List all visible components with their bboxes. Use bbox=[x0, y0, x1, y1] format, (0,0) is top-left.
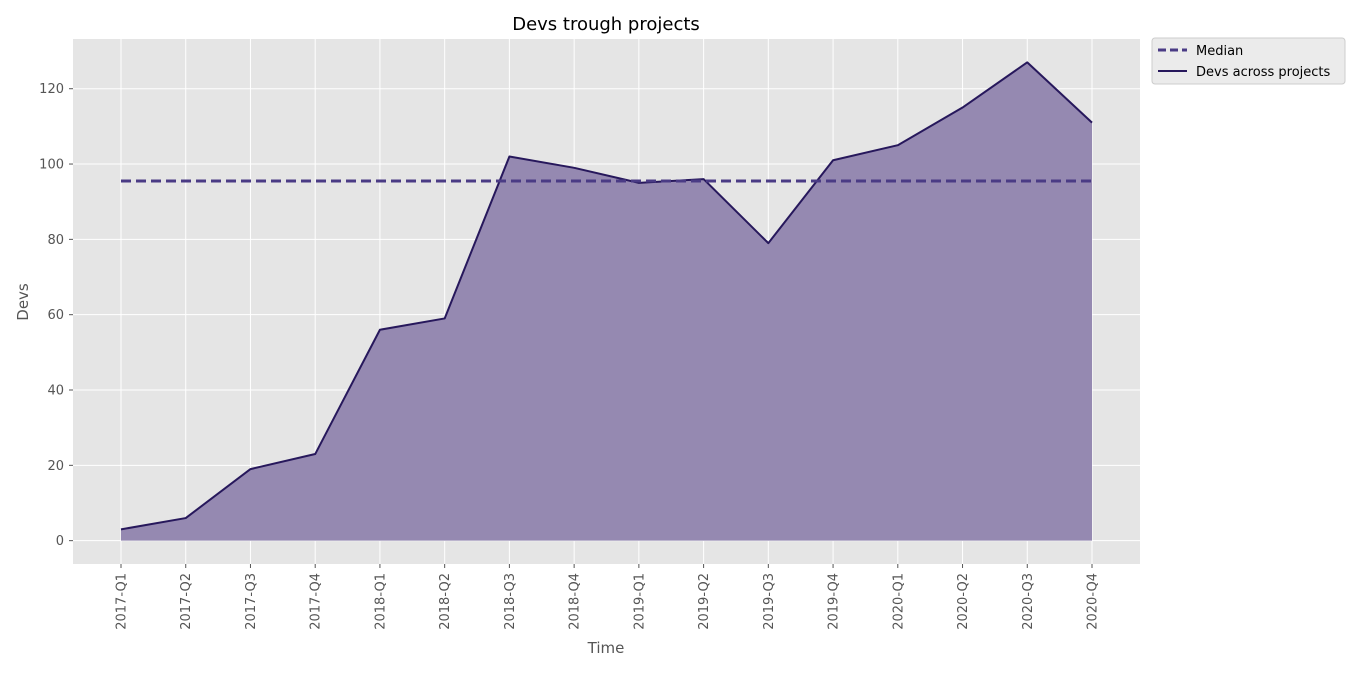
x-tick-labels: 2017-Q1 2017-Q2 2017-Q3 2017-Q4 2018-Q1 2018-… bbox=[115, 564, 1101, 630]
chart-title: Devs trough projects bbox=[512, 14, 700, 35]
x-tick-label: 2019-Q3 bbox=[762, 573, 777, 630]
y-tick-label: 120 bbox=[39, 82, 64, 97]
y-tick-label: 0 bbox=[56, 534, 64, 549]
y-tick-label: 80 bbox=[47, 233, 64, 248]
x-tick-label: 2017-Q4 bbox=[309, 573, 324, 630]
x-tick-label: 2017-Q2 bbox=[179, 573, 194, 630]
y-axis-title: Devs bbox=[14, 283, 32, 321]
x-tick-label: 2018-Q4 bbox=[568, 573, 583, 630]
x-tick-label: 2018-Q3 bbox=[503, 573, 518, 630]
x-tick-label: 2018-Q2 bbox=[438, 573, 453, 630]
x-tick-label: 2018-Q1 bbox=[373, 573, 388, 630]
y-tick-label: 40 bbox=[47, 384, 64, 399]
x-axis-title: Time bbox=[587, 639, 625, 657]
y-tick-label: 20 bbox=[47, 459, 64, 474]
x-tick-label: 2017-Q3 bbox=[244, 573, 259, 630]
y-tick-labels: 0 20 40 60 80 100 120 bbox=[39, 82, 73, 549]
x-tick-label: 2019-Q2 bbox=[697, 573, 712, 630]
legend-devs-label: Devs across projects bbox=[1196, 65, 1331, 80]
y-tick-label: 60 bbox=[47, 308, 64, 323]
x-tick-label: 2020-Q4 bbox=[1086, 573, 1101, 630]
y-tick-label: 100 bbox=[39, 158, 64, 173]
x-tick-label: 2020-Q3 bbox=[1021, 573, 1036, 630]
legend-median-label: Median bbox=[1196, 44, 1243, 59]
x-tick-label: 2020-Q1 bbox=[891, 573, 906, 630]
x-tick-label: 2019-Q1 bbox=[632, 573, 647, 630]
x-tick-label: 2017-Q1 bbox=[115, 573, 130, 630]
legend: Median Devs across projects bbox=[1152, 38, 1345, 84]
x-tick-label: 2019-Q4 bbox=[827, 573, 842, 630]
x-tick-label: 2020-Q2 bbox=[956, 573, 971, 630]
